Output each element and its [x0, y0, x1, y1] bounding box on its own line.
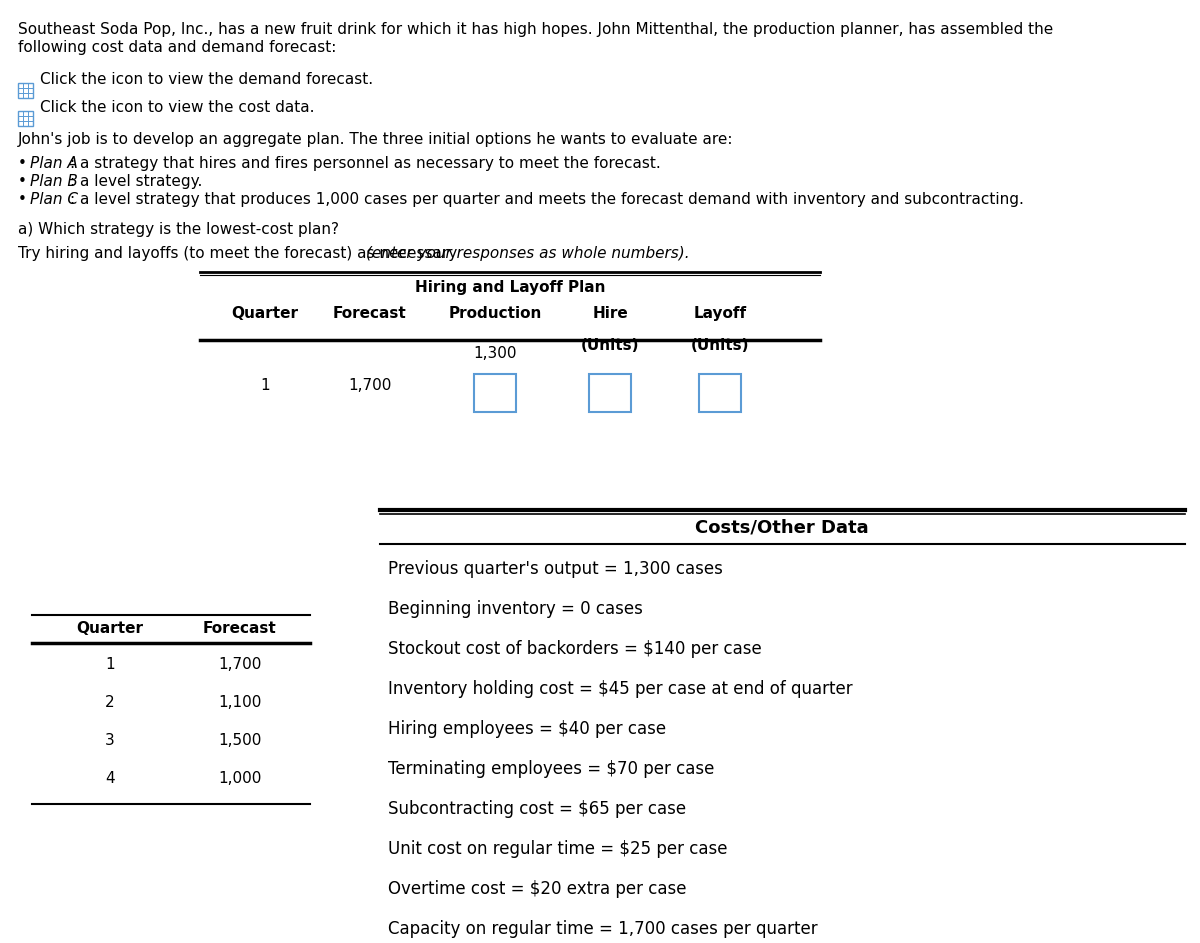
- Text: (enter your responses as whole numbers).: (enter your responses as whole numbers).: [366, 246, 690, 261]
- Text: 1,500: 1,500: [218, 733, 262, 748]
- Text: (Units): (Units): [691, 338, 749, 353]
- Text: Terminating employees = $70 per case: Terminating employees = $70 per case: [388, 760, 714, 778]
- Text: Costs/Other Data: Costs/Other Data: [695, 519, 869, 537]
- Bar: [698, 374, 742, 412]
- Text: Layoff: Layoff: [694, 306, 746, 321]
- Text: 1,700: 1,700: [348, 378, 391, 393]
- Text: : a level strategy that produces 1,000 cases per quarter and meets the forecast : : a level strategy that produces 1,000 c…: [70, 192, 1024, 207]
- Text: 1,300: 1,300: [473, 346, 517, 361]
- Text: •: •: [18, 174, 31, 189]
- Bar: [18, 83, 34, 98]
- Text: Inventory holding cost = $45 per case at end of quarter: Inventory holding cost = $45 per case at…: [388, 680, 853, 698]
- Text: Click the icon to view the cost data.: Click the icon to view the cost data.: [40, 100, 314, 115]
- Text: •: •: [18, 192, 31, 207]
- Text: Overtime cost = $20 extra per case: Overtime cost = $20 extra per case: [388, 880, 686, 898]
- Text: Hire: Hire: [592, 306, 628, 321]
- Text: 1,700: 1,700: [218, 657, 262, 672]
- Text: John's job is to develop an aggregate plan. The three initial options he wants t: John's job is to develop an aggregate pl…: [18, 132, 733, 147]
- Text: Unit cost on regular time = $25 per case: Unit cost on regular time = $25 per case: [388, 840, 727, 858]
- Text: : a strategy that hires and fires personnel as necessary to meet the forecast.: : a strategy that hires and fires person…: [70, 156, 661, 171]
- Text: Plan A: Plan A: [30, 156, 78, 171]
- Text: 1: 1: [260, 378, 270, 393]
- Text: (Units): (Units): [581, 338, 640, 353]
- Text: Hiring and Layoff Plan: Hiring and Layoff Plan: [415, 280, 605, 295]
- Text: a) Which strategy is the lowest-cost plan?: a) Which strategy is the lowest-cost pla…: [18, 222, 340, 237]
- Text: Beginning inventory = 0 cases: Beginning inventory = 0 cases: [388, 600, 643, 618]
- Bar: [474, 374, 516, 412]
- Bar: [18, 111, 34, 126]
- Text: Try hiring and layoffs (to meet the forecast) as necessary: Try hiring and layoffs (to meet the fore…: [18, 246, 462, 261]
- Text: Subcontracting cost = $65 per case: Subcontracting cost = $65 per case: [388, 800, 686, 818]
- Text: Plan B: Plan B: [30, 174, 78, 189]
- Text: Stockout cost of backorders = $140 per case: Stockout cost of backorders = $140 per c…: [388, 640, 762, 658]
- Text: following cost data and demand forecast:: following cost data and demand forecast:: [18, 40, 336, 55]
- Text: Plan C: Plan C: [30, 192, 78, 207]
- Text: Forecast: Forecast: [334, 306, 407, 321]
- Text: : a level strategy.: : a level strategy.: [70, 174, 203, 189]
- Text: Quarter: Quarter: [232, 306, 299, 321]
- Text: 2: 2: [106, 695, 115, 710]
- Text: •: •: [18, 156, 31, 171]
- Bar: [589, 374, 631, 412]
- Text: Click the icon to view the demand forecast.: Click the icon to view the demand foreca…: [40, 72, 373, 87]
- Text: Forecast: Forecast: [203, 621, 277, 636]
- Text: Southeast Soda Pop, Inc., has a new fruit drink for which it has high hopes. Joh: Southeast Soda Pop, Inc., has a new frui…: [18, 22, 1054, 37]
- Text: Quarter: Quarter: [77, 621, 144, 636]
- Text: 4: 4: [106, 771, 115, 786]
- Text: 1: 1: [106, 657, 115, 672]
- Text: Hiring employees = $40 per case: Hiring employees = $40 per case: [388, 720, 666, 738]
- Text: Capacity on regular time = 1,700 cases per quarter: Capacity on regular time = 1,700 cases p…: [388, 920, 817, 938]
- Text: Production: Production: [449, 306, 541, 321]
- Text: 1,100: 1,100: [218, 695, 262, 710]
- Text: 1,000: 1,000: [218, 771, 262, 786]
- Text: Previous quarter's output = 1,300 cases: Previous quarter's output = 1,300 cases: [388, 560, 722, 578]
- Text: 3: 3: [106, 733, 115, 748]
